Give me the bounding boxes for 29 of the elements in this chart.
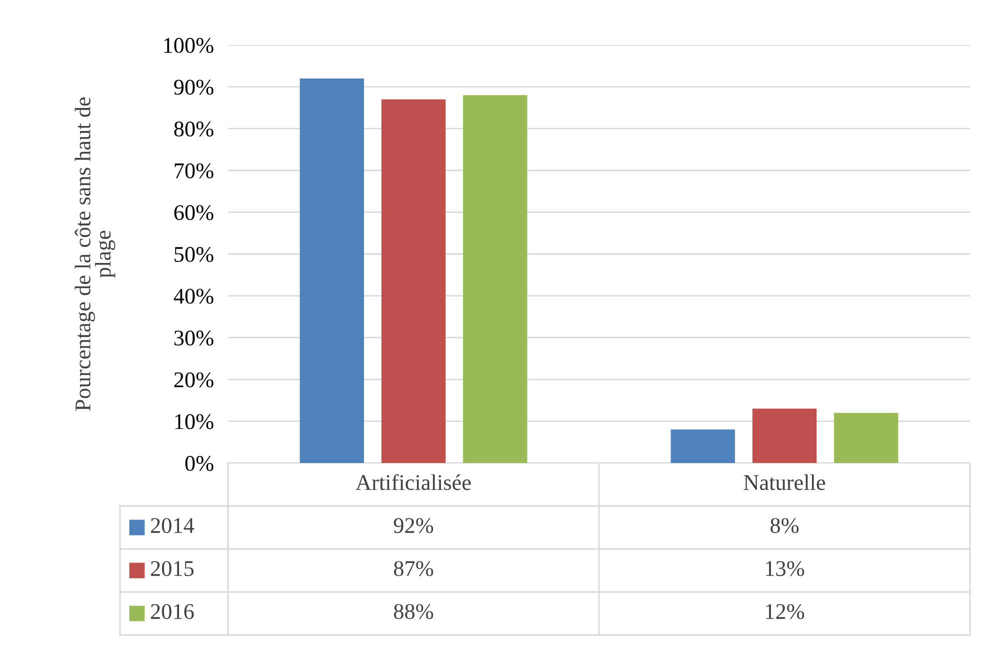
y-tick-label: 0% <box>185 456 214 471</box>
x-tick-label: Artificialisée <box>356 474 471 490</box>
data-label: 13% <box>766 561 804 576</box>
legend-label: 2016 <box>150 604 194 620</box>
y-tick-label: 30% <box>174 330 214 346</box>
data-label: 12% <box>766 604 804 620</box>
bar <box>752 408 817 463</box>
data-label: 88% <box>394 604 434 620</box>
y-tick-label: 10% <box>175 414 214 430</box>
y-tick-label: 20% <box>174 372 214 388</box>
y-tick-label: 80% <box>174 122 214 137</box>
x-tick-label: Naturelle <box>744 474 826 490</box>
data-label: 87% <box>394 561 434 576</box>
legend-label: 2015 <box>150 561 194 576</box>
y-tick-label: 60% <box>174 205 214 220</box>
bar <box>300 78 364 463</box>
data-label: 92% <box>394 518 434 534</box>
y-axis-title: Pourcentage de la côte sans haut de plage <box>74 97 116 411</box>
y-tick-label: 40% <box>174 288 214 304</box>
bar <box>381 99 446 463</box>
legend-label: 2014 <box>150 518 194 534</box>
bar <box>834 412 898 463</box>
bar <box>670 430 735 463</box>
bar <box>463 95 528 463</box>
data-label: 8% <box>770 518 799 534</box>
y-tick-label: 100% <box>164 38 214 53</box>
y-tick-label: 50% <box>174 246 214 262</box>
y-tick-label: 70% <box>174 163 214 178</box>
y-tick-label: 90% <box>174 80 214 95</box>
